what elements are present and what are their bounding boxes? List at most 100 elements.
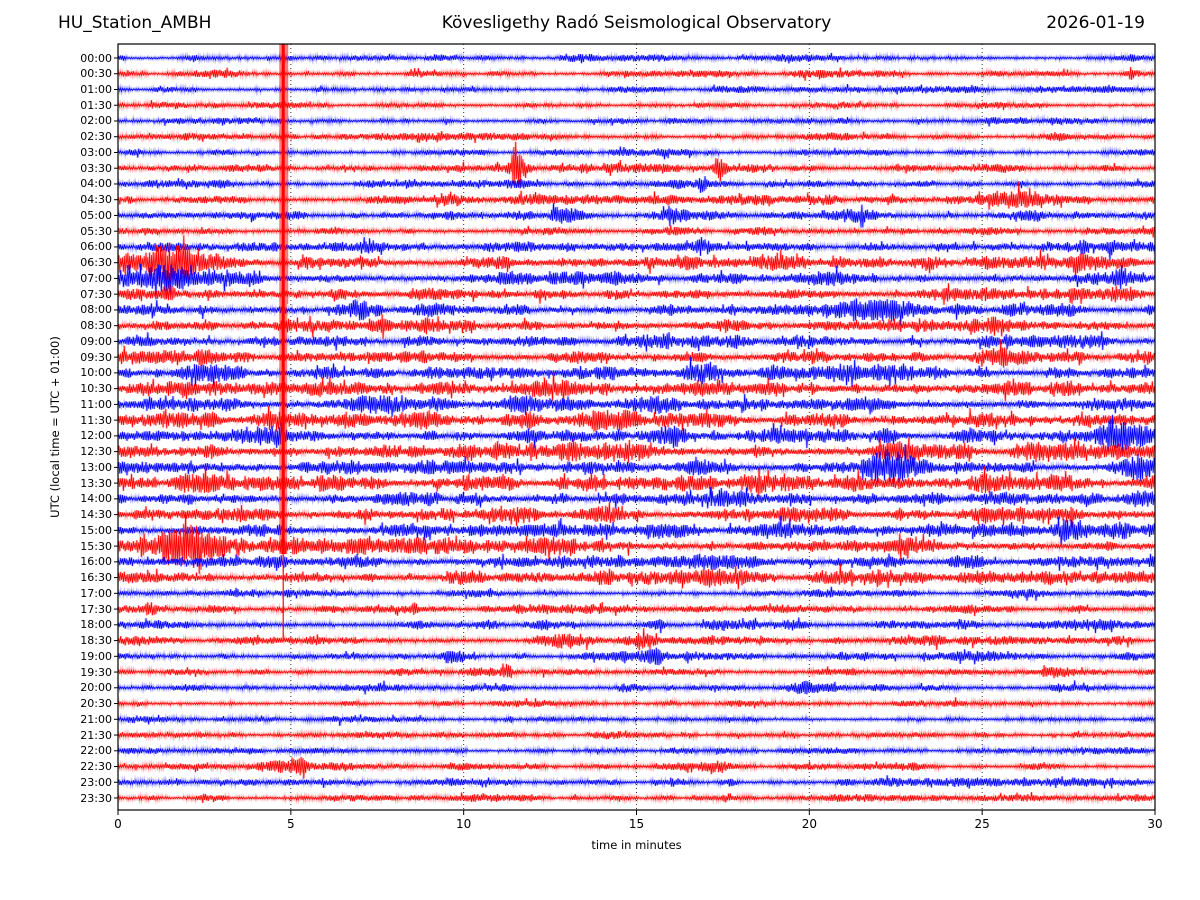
y-tick-label-23:00: 23:00 — [80, 775, 112, 789]
trace-row-19:00 — [118, 647, 1155, 666]
y-tick-label-04:30: 04:30 — [80, 193, 112, 207]
x-tick-label-10: 10 — [456, 817, 472, 831]
y-tick-label-09:30: 09:30 — [80, 350, 112, 364]
trace-row-01:00 — [118, 82, 1155, 97]
trace-row-22:00 — [118, 743, 1155, 759]
trace-row-20:30 — [118, 696, 1155, 712]
trace-row-06:00 — [118, 237, 1155, 261]
x-tick-label-25: 25 — [974, 817, 990, 831]
y-tick-label-11:00: 11:00 — [80, 397, 112, 411]
y-tick-label-00:00: 00:00 — [80, 51, 112, 65]
trace-row-15:30 — [118, 511, 1155, 574]
y-tick-label-05:30: 05:30 — [80, 224, 112, 238]
trace-row-04:00 — [118, 176, 1155, 193]
trace-row-05:30 — [118, 223, 1155, 239]
y-tick-label-16:30: 16:30 — [80, 571, 112, 585]
trace-rows — [118, 50, 1155, 806]
trace-row-09:00 — [118, 331, 1155, 352]
y-tick-label-02:30: 02:30 — [80, 130, 112, 144]
trace-row-01:30 — [118, 97, 1155, 113]
trace-row-12:30 — [118, 437, 1155, 466]
trace-row-06:30 — [118, 235, 1155, 299]
y-tick-label-06:00: 06:00 — [80, 240, 112, 254]
x-tick-label-20: 20 — [801, 817, 817, 831]
trace-row-23:30 — [118, 790, 1155, 806]
y-tick-label-20:00: 20:00 — [80, 681, 112, 695]
trace-row-00:30 — [118, 66, 1155, 81]
trace-row-21:30 — [118, 727, 1155, 743]
trace-row-12:00 — [118, 414, 1155, 457]
y-tick-label-03:30: 03:30 — [80, 161, 112, 175]
y-tick-label-08:30: 08:30 — [80, 319, 112, 333]
trace-row-17:30 — [118, 601, 1155, 617]
y-tick-label-11:30: 11:30 — [80, 413, 112, 427]
y-tick-label-16:00: 16:00 — [80, 555, 112, 569]
y-tick-label-10:00: 10:00 — [80, 366, 112, 380]
trace-row-09:30 — [118, 339, 1155, 368]
y-tick-label-22:30: 22:30 — [80, 760, 112, 774]
trace-row-17:00 — [118, 586, 1155, 601]
y-tick-label-12:00: 12:00 — [80, 429, 112, 443]
y-tick-label-17:00: 17:00 — [80, 586, 112, 600]
y-tick-label-21:30: 21:30 — [80, 728, 112, 742]
trace-row-03:30 — [118, 141, 1155, 189]
y-tick-label-13:30: 13:30 — [80, 476, 112, 490]
trace-row-13:30 — [118, 465, 1155, 497]
x-tick-label-30: 30 — [1147, 817, 1163, 831]
gridlines — [290, 44, 983, 810]
trace-row-19:30 — [118, 663, 1155, 680]
trace-row-08:00 — [118, 298, 1155, 326]
y-tick-label-14:00: 14:00 — [80, 492, 112, 506]
trace-row-11:30 — [118, 406, 1155, 432]
trace-row-11:00 — [118, 393, 1155, 417]
date-label: 2026-01-19 — [1046, 13, 1145, 33]
y-tick-label-18:00: 18:00 — [80, 618, 112, 632]
y-tick-label-13:00: 13:00 — [80, 460, 112, 474]
y-tick-label-19:30: 19:30 — [80, 665, 112, 679]
trace-row-00:00 — [118, 50, 1155, 66]
trace-row-16:00 — [118, 553, 1155, 571]
y-tick-label-15:30: 15:30 — [80, 539, 112, 553]
y-tick-label-18:30: 18:30 — [80, 634, 112, 648]
trace-row-21:00 — [118, 711, 1155, 727]
y-tick-label-03:00: 03:00 — [80, 145, 112, 159]
trace-row-07:00 — [118, 263, 1155, 300]
trace-row-07:30 — [118, 283, 1155, 305]
y-tick-label-21:00: 21:00 — [80, 712, 112, 726]
x-tick-label-0: 0 — [114, 817, 122, 831]
y-tick-label-14:30: 14:30 — [80, 508, 112, 522]
trace-row-10:00 — [118, 356, 1155, 387]
y-tick-label-09:00: 09:00 — [80, 334, 112, 348]
y-tick-label-22:00: 22:00 — [80, 744, 112, 758]
y-tick-label-12:30: 12:30 — [80, 445, 112, 459]
trace-row-02:00 — [118, 113, 1155, 129]
x-axis-label: time in minutes — [591, 838, 682, 852]
plot-border — [117, 43, 1156, 811]
trace-row-10:30 — [118, 372, 1155, 405]
trace-row-14:00 — [118, 486, 1155, 509]
y-tick-label-06:30: 06:30 — [80, 256, 112, 270]
y-tick-label-15:00: 15:00 — [80, 523, 112, 537]
x-tick-label-15: 15 — [628, 817, 645, 831]
trace-row-18:30 — [118, 627, 1155, 651]
axis-ticks — [114, 57, 1156, 815]
y-tick-label-04:00: 04:00 — [80, 177, 112, 191]
y-tick-label-17:30: 17:30 — [80, 602, 112, 616]
y-tick-label-01:30: 01:30 — [80, 98, 112, 112]
y-tick-label-02:00: 02:00 — [80, 114, 112, 128]
trace-row-22:30 — [118, 757, 1155, 779]
y-tick-label-07:00: 07:00 — [80, 271, 112, 285]
trace-row-03:00 — [118, 145, 1155, 160]
trace-row-23:00 — [118, 774, 1155, 790]
major-event-stripe — [279, 44, 289, 641]
trace-row-04:30 — [118, 181, 1155, 210]
y-tick-label-23:30: 23:30 — [80, 791, 112, 805]
observatory-title: Kövesligethy Radó Seismological Observat… — [441, 13, 832, 33]
trace-row-15:00 — [118, 515, 1155, 546]
y-tick-label-05:00: 05:00 — [80, 208, 112, 222]
y-tick-label-00:30: 00:30 — [80, 67, 112, 81]
trace-row-13:00 — [118, 444, 1155, 487]
x-tick-label-5: 5 — [287, 817, 295, 831]
